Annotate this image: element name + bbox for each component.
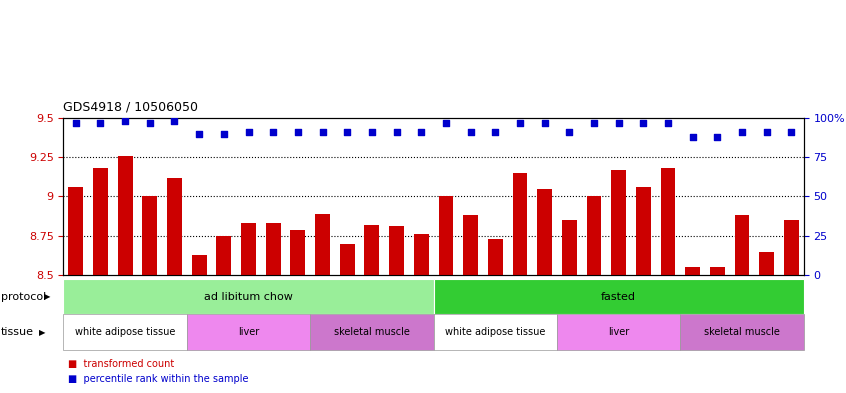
Point — [168, 118, 181, 124]
Bar — [611, 170, 626, 275]
Bar — [537, 189, 552, 275]
Bar — [438, 196, 453, 275]
Point — [711, 134, 724, 140]
Text: white adipose tissue: white adipose tissue — [75, 327, 175, 337]
Text: ■  transformed count: ■ transformed count — [68, 358, 174, 369]
Bar — [513, 173, 527, 275]
Text: ■  percentile rank within the sample: ■ percentile rank within the sample — [68, 374, 248, 384]
Bar — [734, 215, 750, 275]
Point — [488, 129, 502, 135]
Text: skeletal muscle: skeletal muscle — [334, 327, 409, 337]
Text: skeletal muscle: skeletal muscle — [704, 327, 780, 337]
Point — [291, 129, 305, 135]
Point — [316, 129, 329, 135]
Text: GDS4918 / 10506050: GDS4918 / 10506050 — [63, 101, 199, 114]
Point — [340, 129, 354, 135]
Bar — [315, 214, 330, 275]
Bar — [463, 215, 478, 275]
Point — [612, 119, 625, 126]
Bar — [389, 226, 404, 275]
Point — [538, 119, 552, 126]
Point — [94, 119, 107, 126]
Point — [464, 129, 477, 135]
Bar — [636, 187, 651, 275]
Point — [686, 134, 700, 140]
Text: protocol: protocol — [1, 292, 46, 302]
Point — [143, 119, 157, 126]
Point — [118, 118, 132, 124]
Bar — [586, 196, 602, 275]
Point — [735, 129, 749, 135]
Bar — [290, 230, 305, 275]
Point — [563, 129, 576, 135]
Bar — [759, 252, 774, 275]
Point — [217, 130, 231, 137]
Point — [192, 130, 206, 137]
Text: ▶: ▶ — [44, 292, 51, 301]
Bar — [661, 168, 675, 275]
Text: liver: liver — [238, 327, 259, 337]
Bar — [63, 314, 187, 350]
Bar — [784, 220, 799, 275]
Bar — [433, 279, 804, 314]
Bar — [142, 196, 157, 275]
Point — [266, 129, 280, 135]
Point — [784, 129, 798, 135]
Bar — [685, 267, 700, 275]
Text: ad libitum chow: ad libitum chow — [204, 292, 293, 302]
Point — [365, 129, 379, 135]
Bar — [93, 168, 107, 275]
Bar — [63, 279, 433, 314]
Bar — [710, 267, 725, 275]
Point — [242, 129, 255, 135]
Bar — [241, 223, 255, 275]
Bar — [192, 255, 206, 275]
Point — [662, 119, 675, 126]
Bar — [266, 223, 281, 275]
Bar — [557, 314, 680, 350]
Bar — [187, 314, 310, 350]
Point — [636, 119, 650, 126]
Bar — [340, 244, 354, 275]
Point — [587, 119, 601, 126]
Bar — [414, 234, 429, 275]
Bar — [680, 314, 804, 350]
Point — [69, 119, 83, 126]
Point — [390, 129, 404, 135]
Point — [760, 129, 773, 135]
Bar — [488, 239, 503, 275]
Bar — [217, 236, 231, 275]
Bar — [433, 314, 557, 350]
Text: liver: liver — [608, 327, 629, 337]
Bar — [118, 156, 133, 275]
Point — [415, 129, 428, 135]
Text: white adipose tissue: white adipose tissue — [445, 327, 546, 337]
Text: tissue: tissue — [1, 327, 34, 337]
Text: fasted: fasted — [602, 292, 636, 302]
Point — [514, 119, 527, 126]
Bar — [365, 225, 379, 275]
Text: ▶: ▶ — [39, 328, 46, 336]
Bar — [310, 314, 433, 350]
Bar — [562, 220, 577, 275]
Bar — [167, 178, 182, 275]
Bar — [69, 187, 83, 275]
Point — [439, 119, 453, 126]
